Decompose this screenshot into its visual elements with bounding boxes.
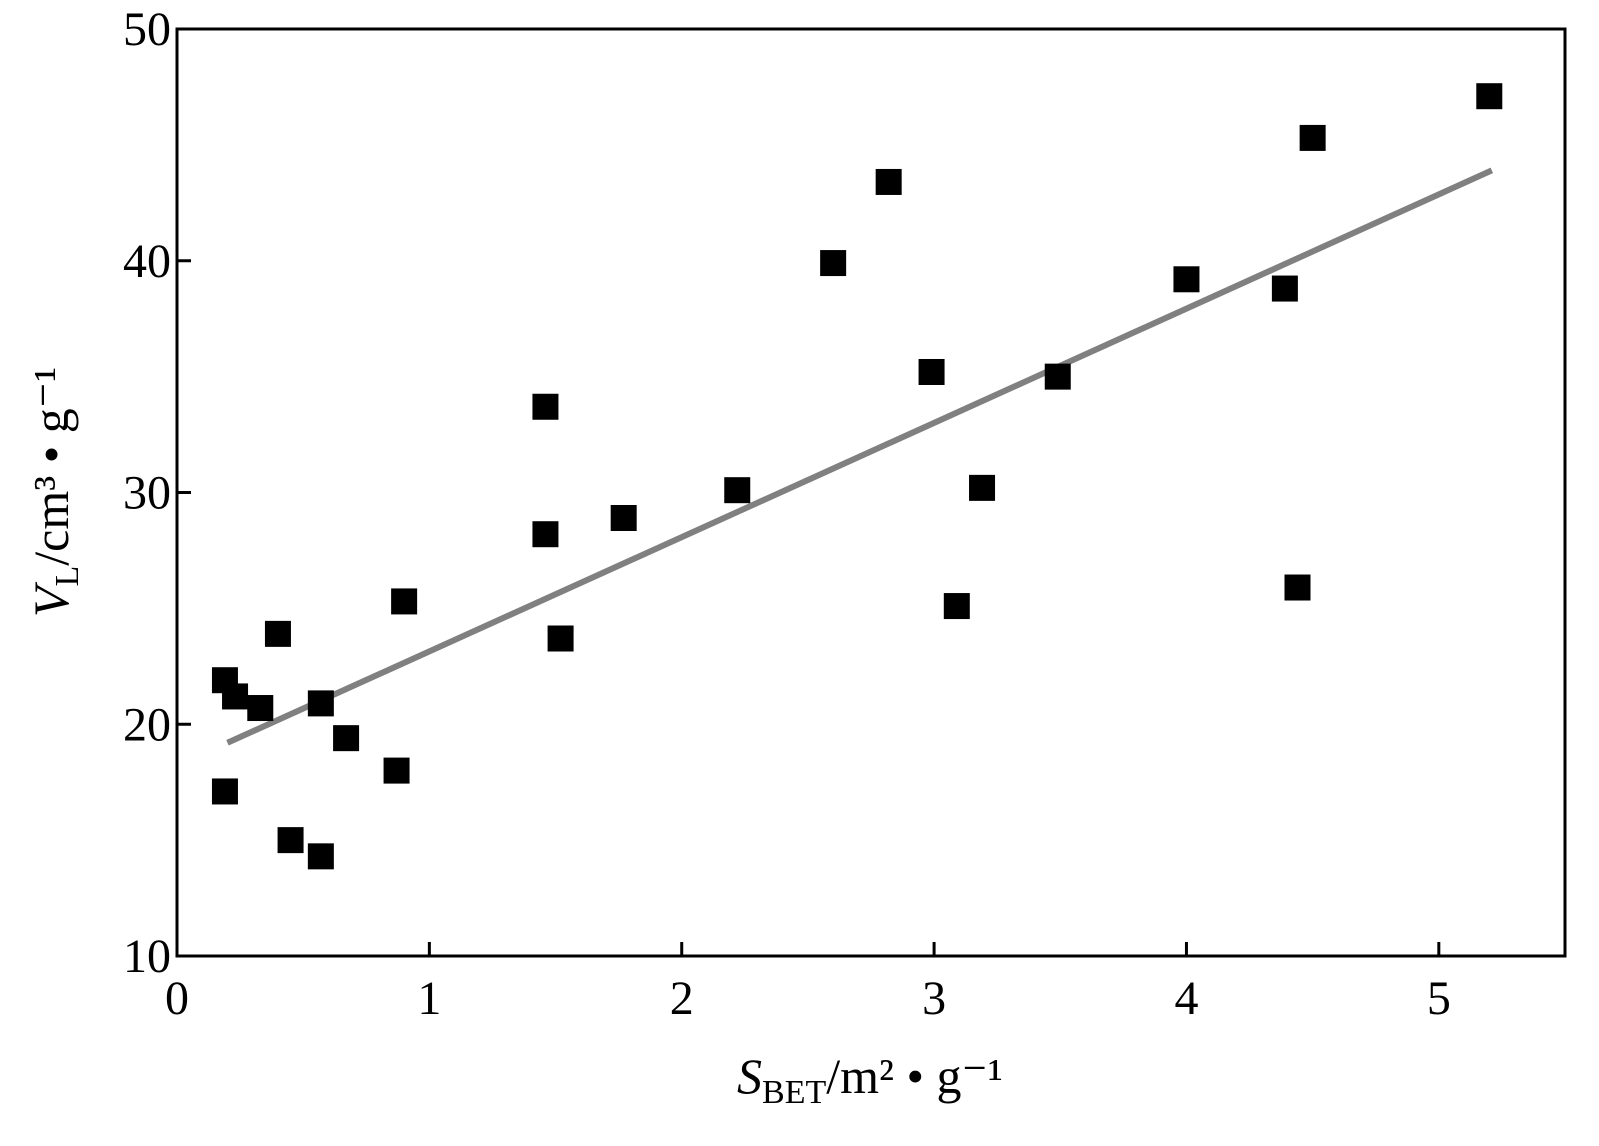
data-point <box>820 250 847 277</box>
x-tick-label: 4 <box>1174 972 1198 1025</box>
data-point <box>969 474 996 501</box>
data-point <box>222 683 249 710</box>
y-axis-label: VL/cm³ • g⁻¹ <box>23 367 86 617</box>
data-point <box>307 843 334 870</box>
data-point <box>1173 266 1200 293</box>
data-point <box>1299 124 1326 151</box>
y-tick-label: 20 <box>123 698 171 751</box>
data-point <box>264 620 291 647</box>
y-tick-label: 30 <box>123 467 171 520</box>
data-point <box>391 588 418 615</box>
x-tick-label: 3 <box>922 972 946 1025</box>
data-point <box>1044 363 1071 390</box>
data-point <box>724 477 751 504</box>
y-tick-label: 40 <box>123 235 171 288</box>
data-point <box>610 504 637 531</box>
data-point <box>1271 275 1298 302</box>
data-point <box>875 168 902 195</box>
data-point <box>532 393 559 420</box>
y-tick-label: 10 <box>123 930 171 983</box>
data-point <box>1284 574 1311 601</box>
x-tick-label: 2 <box>670 972 694 1025</box>
data-point <box>247 695 274 722</box>
data-point <box>211 778 238 805</box>
x-tick-label: 0 <box>165 972 189 1025</box>
plot-frame <box>175 27 1567 958</box>
data-point <box>1476 83 1503 110</box>
y-tick-label: 50 <box>123 3 171 56</box>
data-point <box>307 690 334 717</box>
data-point <box>547 625 574 652</box>
data-point <box>918 358 945 385</box>
data-point <box>277 827 304 854</box>
data-point <box>532 521 559 548</box>
fit-line <box>226 167 1494 746</box>
data-point <box>333 725 360 752</box>
x-tick-label: 5 <box>1427 972 1451 1025</box>
x-tick-label: 1 <box>417 972 441 1025</box>
x-axis-label: SBET/m² • g⁻¹ <box>737 1048 1003 1111</box>
data-point <box>943 593 970 620</box>
data-point <box>383 757 410 784</box>
